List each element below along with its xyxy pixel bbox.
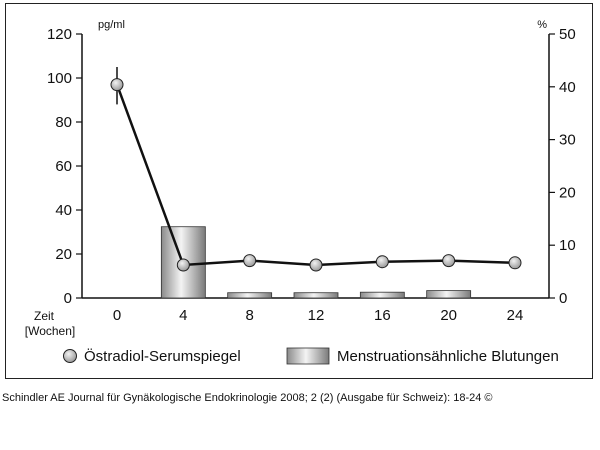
estradiol-point [309, 258, 323, 272]
x-tick-label: 8 [245, 307, 253, 324]
x-tick-label: 12 [308, 307, 325, 324]
x-tick-label: 20 [440, 307, 457, 324]
estradiol-point [243, 254, 257, 268]
x-axis-label: Zeit [34, 309, 55, 323]
right-tick-label: 10 [559, 237, 576, 254]
chart-frame: 0 20 40 60 80 100 120 0 10 20 30 40 50 pg/ml% 0 4 8 12 16 2… [5, 3, 593, 379]
left-tick-label: 0 [64, 290, 72, 307]
right-tick-label: 20 [559, 184, 576, 201]
legend-dot-icon [63, 349, 77, 363]
chart: 0 20 40 60 80 100 120 0 10 20 30 40 50 pg/ml % 0 4 8 12 16 2… [25, 19, 576, 365]
x-tick-label: 4 [179, 307, 187, 324]
right-axis-unit: % [537, 19, 547, 31]
x-tick-label: 24 [507, 307, 524, 324]
legend-bar-icon [286, 347, 330, 365]
left-axis-unit: pg/ml [98, 19, 125, 31]
x-axis-unit: [Wochen] [25, 324, 75, 338]
legend-label-bleeding: Menstruationsähnliche Blutungen [337, 348, 559, 365]
x-tick-label: 0 [113, 307, 121, 324]
left-tick-label: 40 [55, 202, 72, 219]
x-tick-label: 16 [374, 307, 391, 324]
bleeding-bar [227, 292, 273, 299]
estradiol-point [110, 78, 124, 92]
left-tick-label: 20 [55, 246, 72, 263]
estradiol-point [442, 254, 456, 268]
left-tick-label: 60 [55, 158, 72, 175]
bleeding-bar [426, 290, 472, 299]
bleeding-bar [293, 292, 339, 299]
source-caption: Schindler AE Journal für Gynäkologische … [2, 392, 493, 404]
legend-label-estradiol: Östradiol-Serumspiegel [84, 347, 241, 365]
left-tick-label: 100 [47, 70, 72, 87]
right-tick-label: 50 [559, 26, 576, 43]
estradiol-point [176, 258, 190, 272]
left-tick-label: 80 [55, 114, 72, 131]
bleeding-bar [359, 291, 405, 299]
right-tick-label: 40 [559, 79, 576, 96]
estradiol-point [375, 255, 389, 269]
right-tick-label: 30 [559, 132, 576, 149]
estradiol-point [508, 256, 522, 270]
left-tick-label: 120 [47, 26, 72, 43]
right-tick-label: 0 [559, 290, 567, 307]
